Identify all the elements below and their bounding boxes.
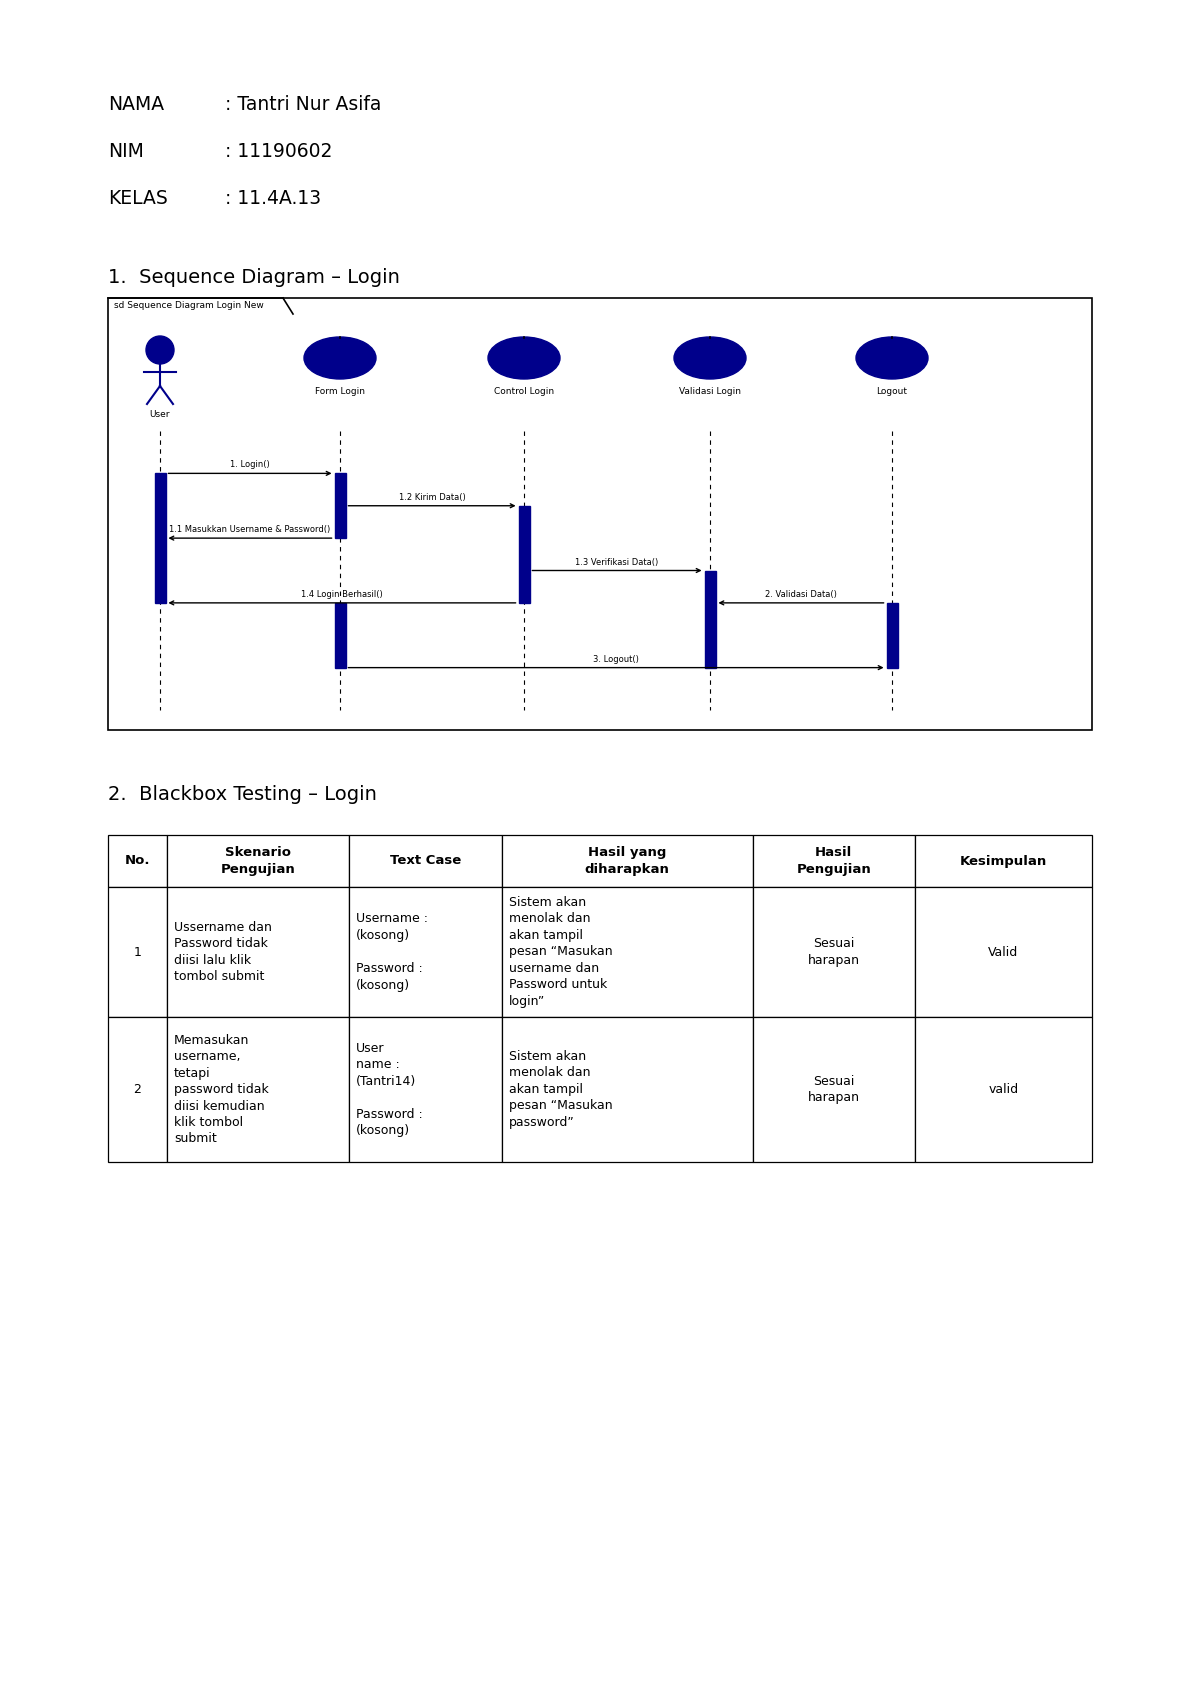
Bar [349,1017,502,1162]
Bar [108,1017,167,1162]
Bar [752,835,914,888]
Text: 3. Logout(): 3. Logout() [593,655,638,664]
Text: valid: valid [989,1083,1019,1096]
Bar [704,570,715,667]
Bar [502,835,752,888]
Ellipse shape [488,338,560,378]
Bar [752,1017,914,1162]
Bar [335,473,346,538]
Text: Hasil yang
diharapkan: Hasil yang diharapkan [584,847,670,876]
Bar [502,888,752,1017]
Circle shape [146,336,174,363]
Text: Valid: Valid [989,945,1019,959]
Bar [167,888,349,1017]
Text: 2: 2 [133,1083,142,1096]
Text: Kesimpulan: Kesimpulan [960,855,1048,867]
Text: 1: 1 [133,945,142,959]
Bar [752,888,914,1017]
Bar [108,888,167,1017]
Bar [914,1017,1092,1162]
Text: Sesuai
harapan: Sesuai harapan [808,937,859,967]
Bar [167,1017,349,1162]
Text: User
name :
(Tantri14)

Password :
(kosong): User name : (Tantri14) Password : (koson… [356,1042,422,1137]
Text: Form Login: Form Login [314,387,365,395]
Bar [349,888,502,1017]
Text: Logout: Logout [876,387,907,395]
Text: 2.  Blackbox Testing – Login: 2. Blackbox Testing – Login [108,786,377,804]
Bar [349,835,502,888]
Bar [502,1017,752,1162]
Bar [914,888,1092,1017]
Text: 1.  Sequence Diagram – Login: 1. Sequence Diagram – Login [108,268,400,287]
Text: 1.4 Login Berhasil(): 1.4 Login Berhasil() [301,591,383,599]
Text: : 11.4A.13: : 11.4A.13 [226,188,322,209]
Bar [108,299,1092,730]
Text: sd Sequence Diagram Login New: sd Sequence Diagram Login New [114,300,264,311]
Text: : 11190602: : 11190602 [226,143,332,161]
Ellipse shape [674,338,746,378]
Text: Hasil
Pengujian: Hasil Pengujian [797,847,871,876]
Bar [887,602,898,667]
Text: Control Login: Control Login [494,387,554,395]
Text: NAMA: NAMA [108,95,164,114]
Bar [155,473,166,602]
Text: Validasi Login: Validasi Login [679,387,742,395]
Bar [914,835,1092,888]
Ellipse shape [304,338,376,378]
Text: 1.3 Verifikasi Data(): 1.3 Verifikasi Data() [575,558,659,567]
Text: No.: No. [125,855,150,867]
Text: Text Case: Text Case [390,855,461,867]
Text: Skenario
Pengujian: Skenario Pengujian [221,847,295,876]
Text: : Tantri Nur Asifa: : Tantri Nur Asifa [226,95,382,114]
Text: 1.2 Kirim Data(): 1.2 Kirim Data() [398,492,466,502]
Text: Sistem akan
menolak dan
akan tampil
pesan “Masukan
password”: Sistem akan menolak dan akan tampil pesa… [509,1050,612,1129]
Text: Username :
(kosong)

Password :
(kosong): Username : (kosong) Password : (kosong) [356,913,428,991]
Bar [167,835,349,888]
Bar [108,835,167,888]
Text: Ussername dan
Password tidak
diisi lalu klik
tombol submit: Ussername dan Password tidak diisi lalu … [174,921,272,983]
Text: 1. Login(): 1. Login() [230,460,270,470]
Text: Sistem akan
menolak dan
akan tampil
pesan “Masukan
username dan
Password untuk
l: Sistem akan menolak dan akan tampil pesa… [509,896,612,1008]
Text: KELAS: KELAS [108,188,168,209]
Text: Memasukan
username,
tetapi
password tidak
diisi kemudian
klik tombol
submit: Memasukan username, tetapi password tida… [174,1033,269,1145]
Ellipse shape [856,338,928,378]
Text: NIM: NIM [108,143,144,161]
Bar [518,506,529,602]
Text: User: User [150,411,170,419]
Text: 1.1 Masukkan Username & Password(): 1.1 Masukkan Username & Password() [169,524,331,535]
Text: Sesuai
harapan: Sesuai harapan [808,1074,859,1105]
Bar [335,602,346,667]
Text: 2. Validasi Data(): 2. Validasi Data() [766,591,836,599]
